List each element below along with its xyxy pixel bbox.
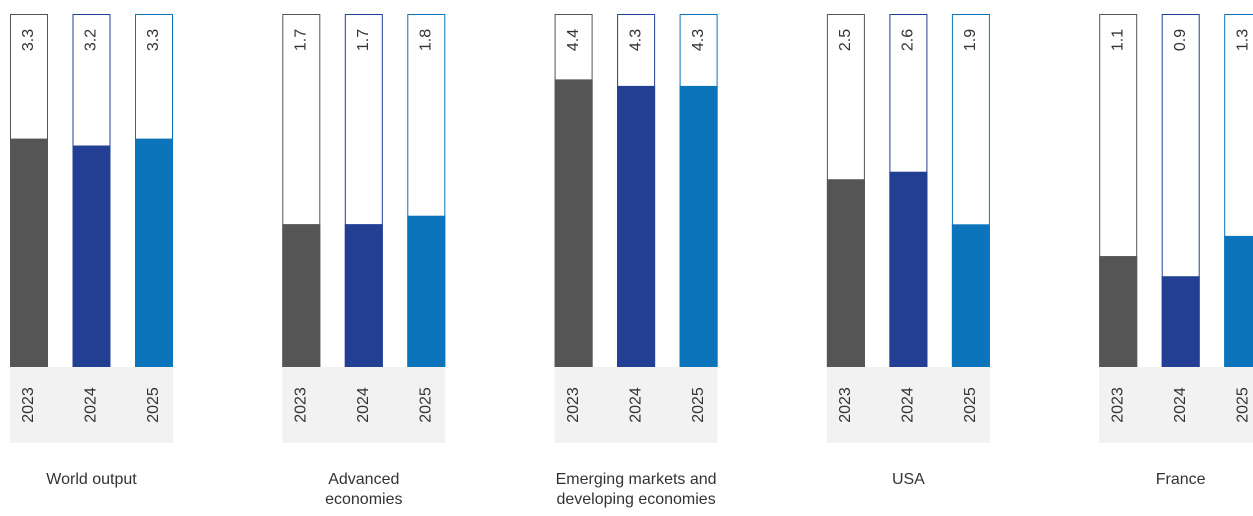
bar xyxy=(617,85,656,367)
value-label: 2.5 xyxy=(837,29,854,51)
year-label: 2025 xyxy=(1234,387,1251,423)
value-label: 1.7 xyxy=(355,29,372,51)
year-label: 2025 xyxy=(145,387,162,423)
year-label: 2024 xyxy=(1172,387,1189,423)
value-label: 1.7 xyxy=(293,29,310,51)
year-band xyxy=(826,367,990,443)
value-label: 4.4 xyxy=(565,29,582,51)
value-label: 3.3 xyxy=(145,29,162,51)
year-band xyxy=(1099,367,1253,443)
year-label: 2024 xyxy=(627,387,644,423)
bar xyxy=(135,138,173,367)
year-label: 2025 xyxy=(690,387,707,423)
year-label: 2023 xyxy=(565,387,582,423)
value-label: 1.8 xyxy=(418,29,435,51)
value-label: 1.1 xyxy=(1109,29,1126,51)
value-label: 2.6 xyxy=(900,29,917,51)
bar xyxy=(826,179,865,367)
value-label: 3.3 xyxy=(20,29,37,51)
bar xyxy=(282,224,321,367)
bar xyxy=(889,171,928,367)
bar xyxy=(679,85,718,367)
year-band xyxy=(282,367,446,443)
group-title: France xyxy=(1155,471,1206,488)
value-label: 0.9 xyxy=(1172,29,1189,51)
year-label: 2024 xyxy=(355,387,372,423)
group-title: World output xyxy=(46,471,137,488)
bar xyxy=(10,138,48,367)
group-title: Emerging markets and developing economie… xyxy=(555,471,717,508)
year-label: 2023 xyxy=(837,387,854,423)
bar xyxy=(951,224,990,367)
value-label: 1.3 xyxy=(1234,29,1251,51)
year-label: 2025 xyxy=(418,387,435,423)
bar xyxy=(72,145,111,367)
year-label: 2023 xyxy=(20,387,37,423)
group-title: USA xyxy=(891,471,925,488)
value-label: 4.3 xyxy=(690,29,707,51)
value-label: 1.9 xyxy=(962,29,979,51)
year-label: 2023 xyxy=(1109,387,1126,423)
year-label: 2023 xyxy=(293,387,310,423)
bar xyxy=(1224,235,1253,367)
bar xyxy=(1161,276,1200,367)
value-label: 4.3 xyxy=(627,29,644,51)
year-label: 2024 xyxy=(900,387,917,423)
bar xyxy=(407,215,446,367)
bar xyxy=(1099,256,1138,367)
bar xyxy=(554,79,593,368)
year-band xyxy=(10,367,173,443)
bar xyxy=(344,224,383,367)
year-band xyxy=(554,367,718,443)
year-label: 2025 xyxy=(962,387,979,423)
group-title: Advanced economies xyxy=(325,471,403,508)
year-label: 2024 xyxy=(83,387,100,423)
value-label: 3.2 xyxy=(83,29,100,51)
